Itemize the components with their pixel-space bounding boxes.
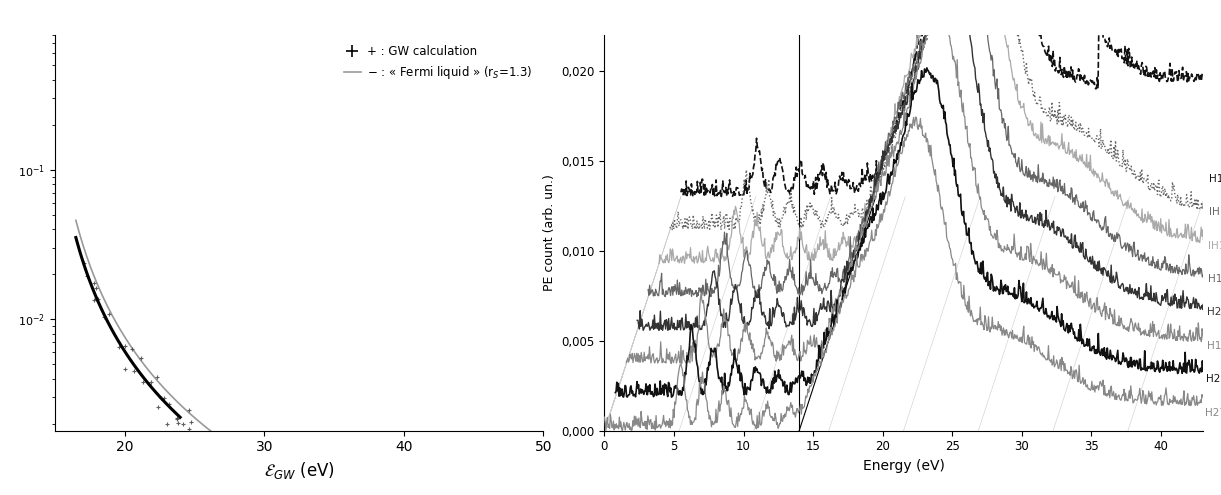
Text: H123: H123	[1206, 341, 1221, 351]
Text: H21: H21	[1208, 307, 1221, 317]
Text: IH15: IH15	[1209, 207, 1221, 217]
X-axis label: Energy (eV): Energy (eV)	[862, 459, 945, 473]
Text: H19: H19	[1208, 274, 1221, 284]
Text: H27: H27	[1205, 408, 1221, 418]
Text: H13: H13	[1209, 174, 1221, 184]
Legend: + : GW calculation, $-$ : « Fermi liquid » (r$_S$=1.3): + : GW calculation, $-$ : « Fermi liquid…	[339, 41, 537, 86]
X-axis label: $\mathcal{E}_{GW}$ (eV): $\mathcal{E}_{GW}$ (eV)	[264, 460, 335, 481]
Text: IH17: IH17	[1209, 241, 1221, 250]
Y-axis label: PE count (arb. un.): PE count (arb. un.)	[543, 174, 556, 291]
Text: H25: H25	[1206, 374, 1221, 384]
